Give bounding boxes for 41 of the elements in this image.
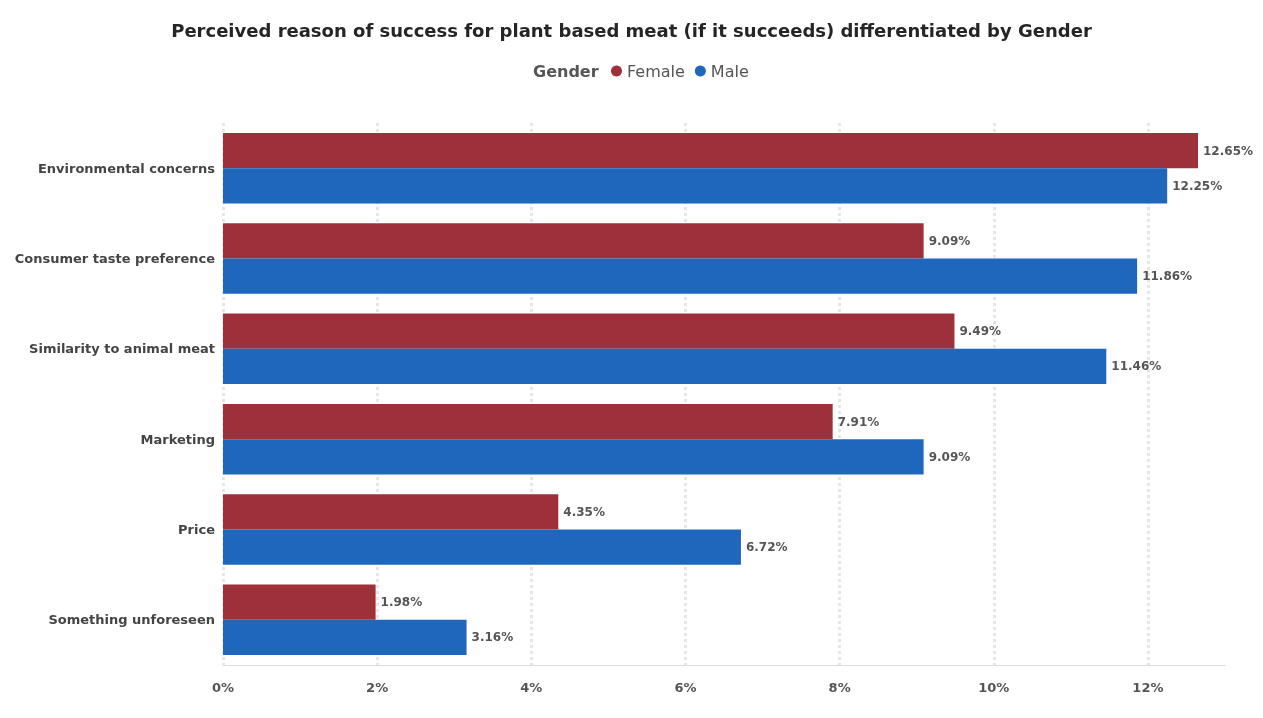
- bar: [223, 403, 833, 440]
- data-label: 11.86%: [1142, 269, 1193, 284]
- bar: [223, 529, 741, 565]
- x-tick-label: 12%: [1132, 680, 1164, 695]
- bar: [223, 619, 467, 656]
- bar: [223, 223, 924, 259]
- x-tick-label: 0%: [211, 680, 235, 695]
- bar: [223, 258, 1138, 294]
- bar: [223, 168, 1168, 204]
- x-tick-label: 6%: [674, 680, 697, 695]
- x-tick-label: 4%: [520, 680, 543, 695]
- bar: [223, 313, 955, 349]
- data-label: 6.72%: [745, 540, 788, 555]
- legend-title: Gender: [533, 61, 599, 81]
- data-label: 11.46%: [1111, 359, 1162, 374]
- x-tick-label: 2%: [366, 680, 389, 695]
- bar: [223, 494, 559, 530]
- y-tick-label: Similarity to animal meat: [29, 341, 215, 357]
- y-tick-label: Something unforeseen: [48, 612, 215, 628]
- data-label: 9.09%: [928, 233, 971, 248]
- y-tick-label: Environmental concerns: [37, 160, 216, 176]
- bar: [223, 439, 924, 475]
- y-tick-label: Marketing: [140, 431, 215, 447]
- legend-label: Male: [710, 61, 749, 81]
- data-label: 1.98%: [380, 595, 423, 610]
- data-label: 12.25%: [1172, 178, 1223, 193]
- data-label: 3.16%: [471, 630, 514, 645]
- data-label: 4.35%: [563, 504, 605, 519]
- y-tick-label: Price: [178, 522, 216, 537]
- data-label: 9.09%: [928, 449, 971, 464]
- bar: [223, 348, 1107, 385]
- y-tick-label: Consumer taste preference: [14, 251, 216, 266]
- x-tick-label: 10%: [978, 680, 1010, 695]
- bar: [223, 132, 1199, 169]
- data-label: 12.65%: [1203, 143, 1254, 158]
- legend-label: Female: [627, 61, 685, 81]
- chart-title: Perceived reason of success for plant based meat (if it succeeds) differentiated by Gender: [171, 19, 1092, 41]
- data-label: 7.91%: [837, 414, 880, 429]
- data-label: 9.49%: [959, 324, 1002, 339]
- x-tick-label: 8%: [828, 680, 851, 695]
- bar: [223, 584, 376, 620]
